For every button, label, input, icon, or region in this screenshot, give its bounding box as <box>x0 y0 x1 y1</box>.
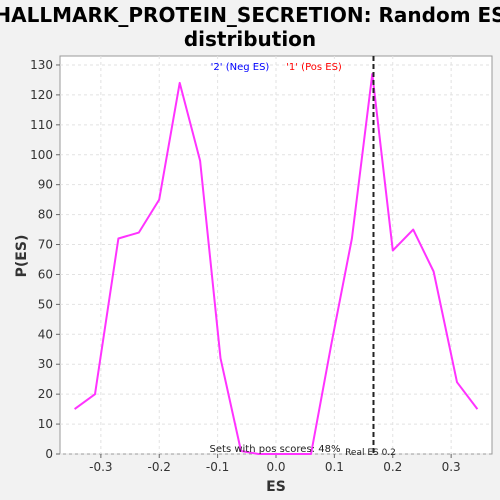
x-tick-label: 0.2 <box>383 460 402 474</box>
y-tick-label: 110 <box>30 118 53 132</box>
x-tick-label: 0.3 <box>442 460 461 474</box>
x-tick-label: 0.1 <box>325 460 344 474</box>
grid-lines <box>60 56 492 455</box>
y-tick-label: 60 <box>38 267 53 281</box>
y-axis-label: P(ES) <box>14 235 30 278</box>
series-group <box>74 73 479 455</box>
pos-scores-annotation: Sets with pos scores: 48% <box>210 444 341 455</box>
real-es-label: Real ES 0.2 <box>345 448 396 458</box>
chart-title-line1: HALLMARK_PROTEIN_SECRETION: Random ES <box>0 3 500 27</box>
y-tick-label: 130 <box>30 58 53 72</box>
x-axis-ticks: -0.3 -0.2 -0.1 0.0 0.1 0.2 0.3 <box>89 454 461 474</box>
y-tick-label: 90 <box>38 178 53 192</box>
y-tick-label: 80 <box>38 208 53 222</box>
legend-entry: '1' (Pos ES) <box>286 62 342 73</box>
series-line <box>74 73 479 455</box>
y-axis-ticks: 0 10 20 30 40 50 60 70 80 90 100 110 120 130 <box>30 58 60 461</box>
x-tick-label: -0.3 <box>89 460 112 474</box>
x-axis-label: ES <box>266 479 286 495</box>
x-tick-label: -0.1 <box>206 460 229 474</box>
x-tick-label: 0.0 <box>266 460 285 474</box>
y-tick-label: 10 <box>38 417 53 431</box>
chart-title-line2: distribution <box>184 27 316 51</box>
y-tick-label: 100 <box>30 148 53 162</box>
y-tick-label: 70 <box>38 238 53 252</box>
y-tick-label: 40 <box>38 327 53 341</box>
y-tick-label: 30 <box>38 357 53 371</box>
legend-entry: '2' (Neg ES) <box>211 62 270 73</box>
y-tick-label: 20 <box>38 387 53 401</box>
y-tick-label: 0 <box>45 447 53 461</box>
y-tick-label: 50 <box>38 297 53 311</box>
y-tick-label: 120 <box>30 88 53 102</box>
legend: '2' (Neg ES) '1' (Pos ES) <box>211 62 342 73</box>
x-tick-label: -0.2 <box>148 460 171 474</box>
